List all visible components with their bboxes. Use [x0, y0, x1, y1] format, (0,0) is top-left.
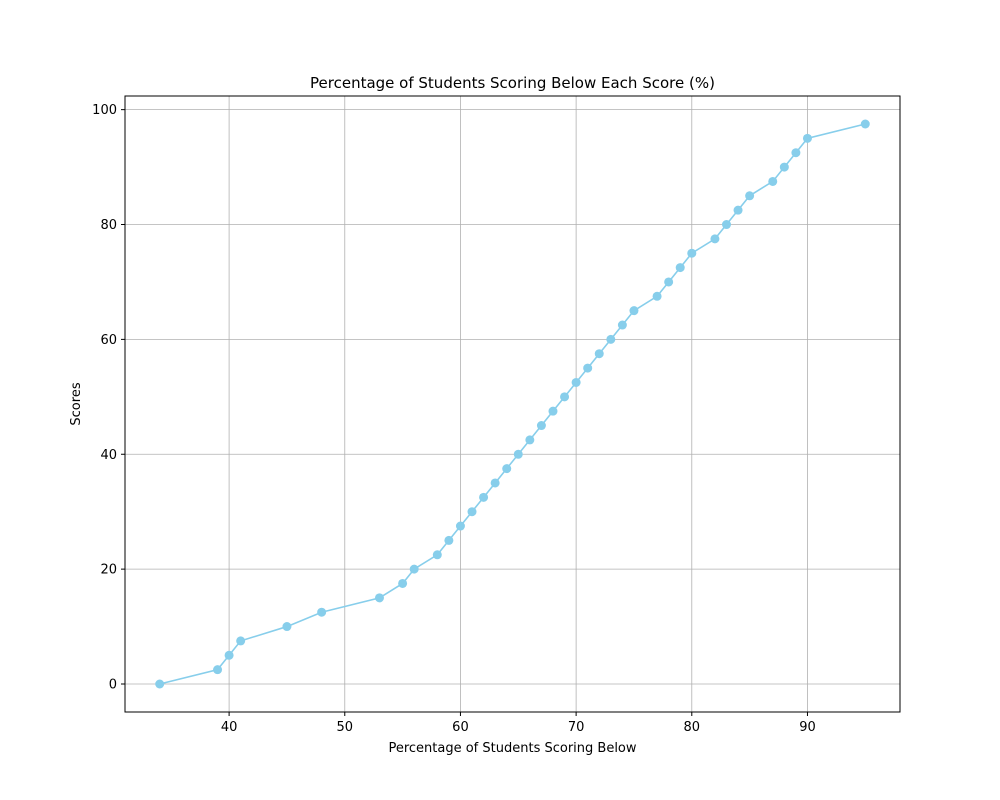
data-point: [721, 220, 731, 230]
data-point: [560, 392, 570, 402]
x-tick-label: 60: [452, 720, 469, 735]
data-point: [779, 162, 789, 172]
x-axis-label: Percentage of Students Scoring Below: [388, 741, 636, 756]
x-tick-label: 90: [799, 720, 816, 735]
data-point: [664, 277, 674, 287]
data-point: [571, 377, 581, 387]
data-point: [317, 607, 327, 617]
data-point: [791, 148, 801, 158]
x-tick-label: 40: [221, 720, 238, 735]
data-point: [282, 622, 292, 632]
grid: [125, 96, 900, 712]
data-point: [652, 291, 662, 301]
data-point: [455, 521, 465, 531]
y-tick-label: 80: [100, 218, 117, 233]
data-point: [513, 449, 523, 459]
data-point: [710, 234, 720, 244]
data-point: [536, 421, 546, 431]
data-point: [768, 176, 778, 186]
data-point: [224, 650, 234, 660]
data-point: [444, 535, 454, 545]
data-point: [409, 564, 419, 574]
data-point: [374, 593, 384, 603]
data-point: [606, 334, 616, 344]
data-point: [479, 492, 489, 502]
x-tick-label: 50: [337, 720, 354, 735]
x-tick-label: 80: [684, 720, 701, 735]
y-tick-label: 60: [100, 333, 117, 348]
data-point: [213, 665, 223, 675]
y-tick-label: 100: [92, 103, 117, 118]
y-tick-label: 40: [100, 448, 117, 463]
y-tick-label: 20: [100, 563, 117, 578]
data-point: [733, 205, 743, 215]
data-point: [617, 320, 627, 330]
data-point: [687, 248, 697, 258]
data-point: [548, 406, 558, 416]
data-point: [525, 435, 535, 445]
data-point: [745, 191, 755, 201]
data-point: [629, 306, 639, 316]
y-axis-label: Scores: [69, 382, 84, 425]
data-point: [432, 550, 442, 560]
data-point: [155, 679, 165, 689]
data-point: [802, 133, 812, 143]
data-point: [236, 636, 246, 646]
series-line: [159, 123, 866, 685]
data-point: [502, 464, 512, 474]
chart-title: Percentage of Students Scoring Below Eac…: [310, 74, 715, 92]
x-tick-label: 70: [568, 720, 585, 735]
data-point: [490, 478, 500, 488]
data-point: [675, 263, 685, 273]
data-point: [398, 578, 408, 588]
ticks: 40 50 60 70 80 90 0 20 40 60 80 100: [92, 103, 816, 735]
series-layer: [155, 119, 870, 689]
data-point: [594, 349, 604, 359]
data-point: [583, 363, 593, 373]
plot-frame: [124, 95, 901, 713]
data-point: [467, 507, 477, 517]
data-point: [860, 119, 870, 129]
y-tick-label: 0: [109, 678, 117, 693]
